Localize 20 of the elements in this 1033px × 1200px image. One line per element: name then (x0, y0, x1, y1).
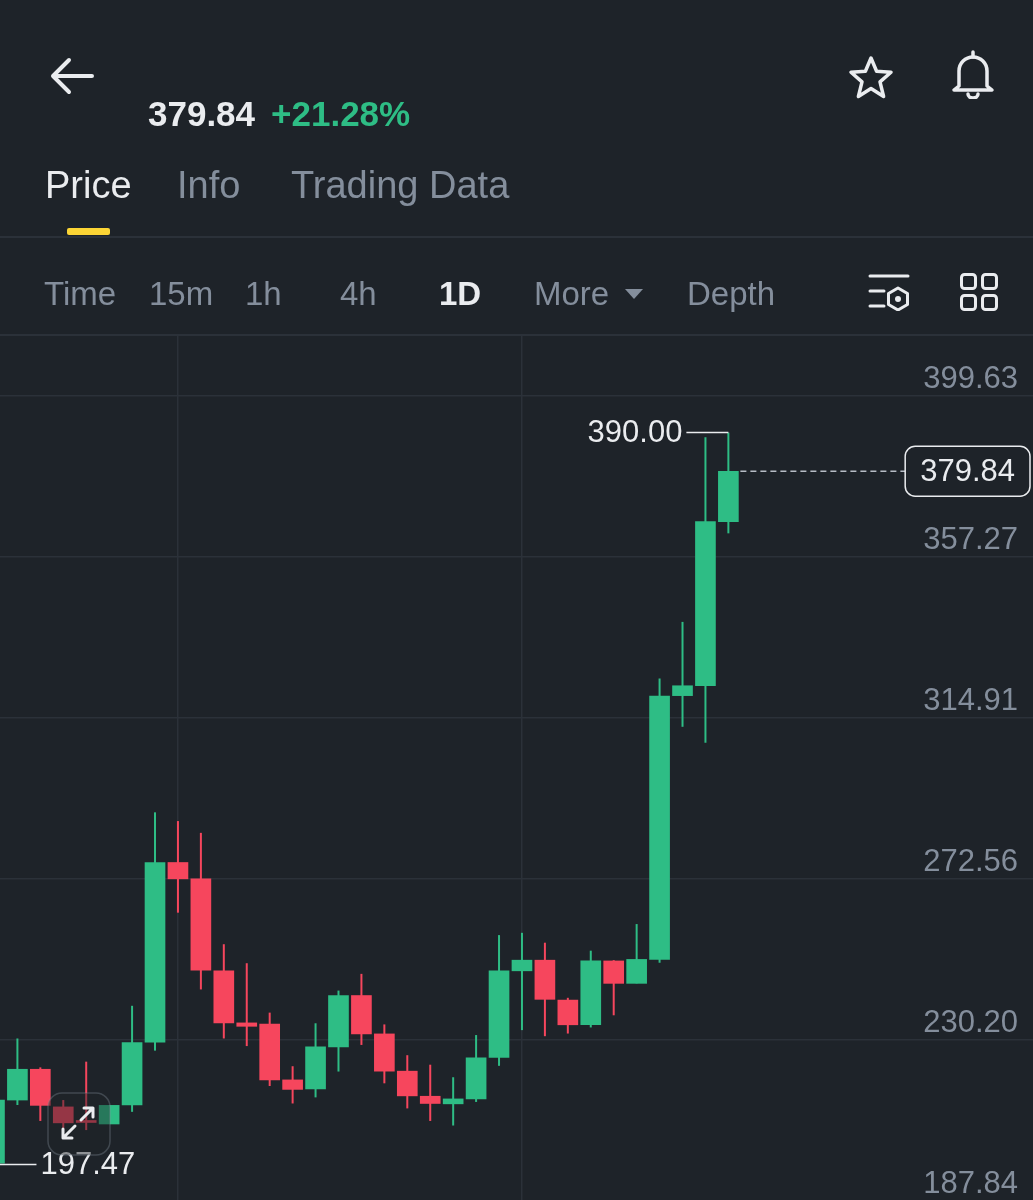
text: 1D (439, 275, 482, 313)
y-tick-label: 357.27 (923, 520, 1018, 556)
y-tick-label: 272.56 (923, 842, 1018, 878)
y-tick-label: 230.20 (923, 1003, 1018, 1039)
text: Depth (687, 275, 776, 313)
annotation: 197.47 (40, 1145, 136, 1181)
text: Info (177, 163, 241, 207)
annotation: 390.00 (587, 414, 683, 450)
text: More (534, 275, 610, 313)
text: Price (45, 163, 132, 207)
chart-subtitle: 379.84 +21.28% (148, 94, 411, 133)
text: 1h (245, 275, 282, 313)
text: Trading Data (291, 163, 510, 207)
text: 15m (149, 275, 214, 313)
text: Time (44, 275, 117, 313)
y-tick-label: 399.63 (923, 359, 1018, 395)
ref-line-label: 379.84 (920, 452, 1016, 488)
y-tick-label: 314.91 (923, 681, 1018, 717)
y-tick-label: 187.84 (923, 1164, 1018, 1200)
text: 4h (340, 275, 377, 313)
